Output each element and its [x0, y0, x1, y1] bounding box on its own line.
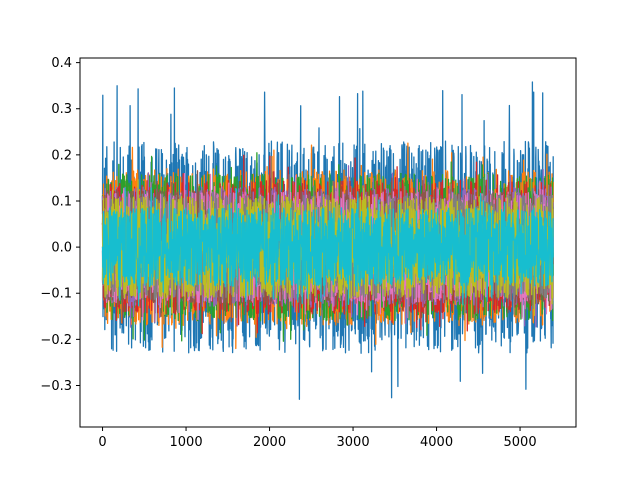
y-tick-label: 0.0 [51, 241, 72, 256]
plot-frame [79, 57, 577, 428]
y-tick-label: 0.4 [51, 56, 72, 71]
series-line-10 [101, 186, 554, 307]
x-tick-label: 1000 [170, 435, 203, 450]
y-tick-label: 0.2 [51, 148, 72, 163]
x-tick-label: 2000 [253, 435, 286, 450]
y-axis: −0.3 −0.2 −0.1 0.0 0.1 0.2 0.3 0.4 [40, 56, 80, 394]
y-tick-label: 0.3 [51, 102, 72, 117]
y-tick-label: −0.3 [40, 379, 72, 394]
x-tick-label: 0 [98, 435, 106, 450]
y-tick-label: −0.2 [40, 333, 72, 348]
y-tick-label: 0.1 [51, 194, 72, 209]
series-layer [101, 81, 554, 400]
x-tick-label: 5000 [504, 435, 537, 450]
x-axis: 0 1000 2000 3000 4000 5000 [98, 427, 537, 450]
y-tick-label: −0.1 [40, 287, 72, 302]
x-tick-label: 4000 [420, 435, 453, 450]
x-tick-label: 3000 [337, 435, 370, 450]
